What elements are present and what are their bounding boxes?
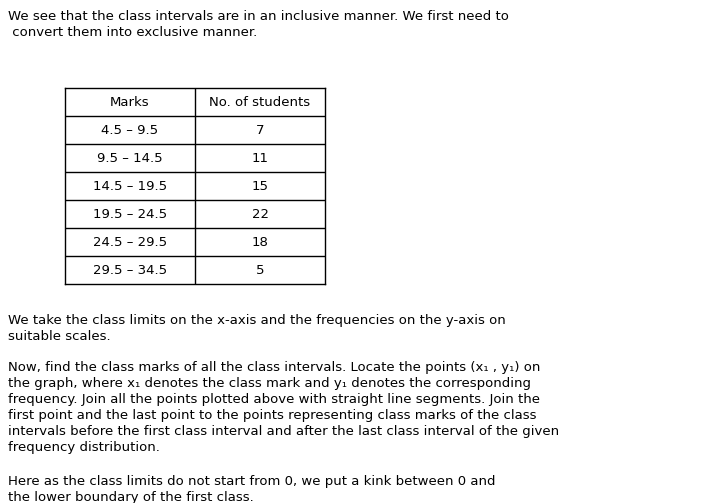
Text: Now, find the class marks of all the class intervals. Locate the points (x₁ , y₁: Now, find the class marks of all the cla… <box>8 361 541 374</box>
Text: No. of students: No. of students <box>209 96 310 109</box>
Text: 15: 15 <box>252 180 269 193</box>
Text: 29.5 – 34.5: 29.5 – 34.5 <box>93 264 167 277</box>
Text: first point and the last point to the points representing class marks of the cla: first point and the last point to the po… <box>8 409 536 422</box>
Text: Here as the class limits do not start from 0, we put a kink between 0 and: Here as the class limits do not start fr… <box>8 475 495 488</box>
Text: frequency. Join all the points plotted above with straight line segments. Join t: frequency. Join all the points plotted a… <box>8 393 540 406</box>
Text: the lower boundary of the first class.: the lower boundary of the first class. <box>8 491 254 503</box>
Text: 24.5 – 29.5: 24.5 – 29.5 <box>93 235 167 248</box>
Text: 18: 18 <box>252 235 268 248</box>
Text: 22: 22 <box>252 208 269 220</box>
Text: 5: 5 <box>256 264 265 277</box>
Text: intervals before the first class interval and after the last class interval of t: intervals before the first class interva… <box>8 425 559 438</box>
Text: convert them into exclusive manner.: convert them into exclusive manner. <box>8 26 257 39</box>
Text: 14.5 – 19.5: 14.5 – 19.5 <box>93 180 167 193</box>
Text: 7: 7 <box>256 124 265 136</box>
Text: 9.5 – 14.5: 9.5 – 14.5 <box>97 151 163 164</box>
Text: We see that the class intervals are in an inclusive manner. We first need to: We see that the class intervals are in a… <box>8 10 509 23</box>
Text: frequency distribution.: frequency distribution. <box>8 441 160 454</box>
Text: We take the class limits on the x-axis and the frequencies on the y-axis on: We take the class limits on the x-axis a… <box>8 314 506 327</box>
Text: 19.5 – 24.5: 19.5 – 24.5 <box>93 208 167 220</box>
Text: the graph, where x₁ denotes the class mark and y₁ denotes the corresponding: the graph, where x₁ denotes the class ma… <box>8 377 531 390</box>
Text: suitable scales.: suitable scales. <box>8 330 111 343</box>
Text: Marks: Marks <box>110 96 150 109</box>
Text: 4.5 – 9.5: 4.5 – 9.5 <box>102 124 159 136</box>
Text: 11: 11 <box>252 151 269 164</box>
